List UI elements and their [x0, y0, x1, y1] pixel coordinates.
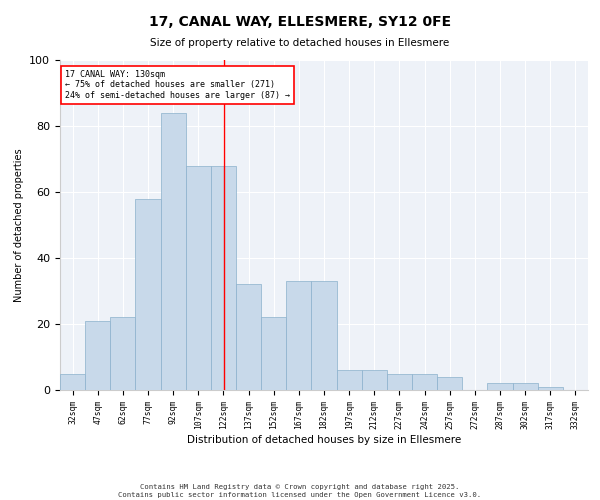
Bar [362, 370, 387, 390]
X-axis label: Distribution of detached houses by size in Ellesmere: Distribution of detached houses by size … [187, 434, 461, 444]
Y-axis label: Number of detached properties: Number of detached properties [14, 148, 24, 302]
Bar [538, 386, 563, 390]
Text: Contains HM Land Registry data © Crown copyright and database right 2025.
Contai: Contains HM Land Registry data © Crown c… [118, 484, 482, 498]
Bar [311, 281, 337, 390]
Bar [437, 377, 462, 390]
Bar [286, 281, 311, 390]
Bar [186, 166, 211, 390]
Bar [387, 374, 412, 390]
Bar [136, 198, 161, 390]
Bar [261, 318, 286, 390]
Text: Size of property relative to detached houses in Ellesmere: Size of property relative to detached ho… [151, 38, 449, 48]
Bar [337, 370, 362, 390]
Bar [85, 320, 110, 390]
Bar [412, 374, 437, 390]
Bar [512, 384, 538, 390]
Bar [110, 318, 136, 390]
Bar [161, 113, 186, 390]
Bar [60, 374, 85, 390]
Text: 17, CANAL WAY, ELLESMERE, SY12 0FE: 17, CANAL WAY, ELLESMERE, SY12 0FE [149, 15, 451, 29]
Bar [236, 284, 261, 390]
Text: 17 CANAL WAY: 130sqm
← 75% of detached houses are smaller (271)
24% of semi-deta: 17 CANAL WAY: 130sqm ← 75% of detached h… [65, 70, 290, 100]
Bar [487, 384, 512, 390]
Bar [211, 166, 236, 390]
